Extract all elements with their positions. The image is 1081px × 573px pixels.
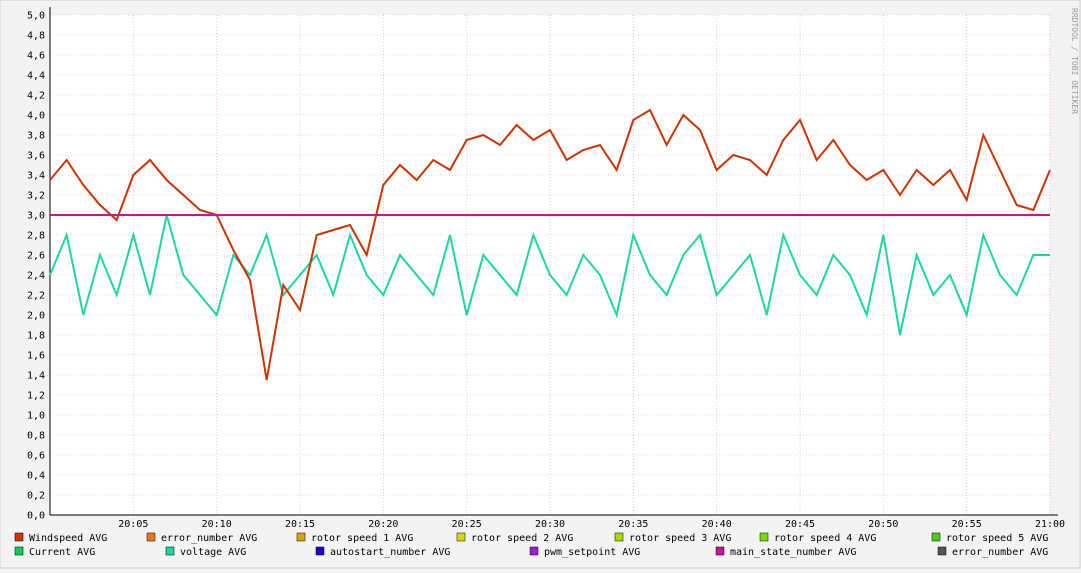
legend-swatch bbox=[937, 546, 947, 556]
x-tick-label: 20:55 bbox=[952, 519, 982, 530]
y-tick-label: 4,2 bbox=[27, 91, 45, 102]
y-tick-label: 1,4 bbox=[27, 371, 45, 382]
watermark: RRDTOOL / TOBI OETIKER bbox=[1070, 8, 1079, 114]
legend-label: voltage AVG bbox=[180, 547, 246, 558]
y-tick-label: 0,4 bbox=[27, 471, 45, 482]
y-tick-label: 0,8 bbox=[27, 431, 45, 442]
x-tick-label: 20:35 bbox=[618, 519, 648, 530]
x-tick-label: 20:10 bbox=[202, 519, 232, 530]
y-tick-label: 2,2 bbox=[27, 291, 45, 302]
y-tick-label: 3,0 bbox=[27, 211, 45, 222]
legend-label: rotor speed 4 AVG bbox=[774, 533, 876, 544]
series-line bbox=[49, 214, 1050, 336]
y-tick-label: 0,0 bbox=[27, 511, 45, 522]
legend-swatch bbox=[529, 546, 539, 556]
y-tick-label: 1,0 bbox=[27, 411, 45, 422]
legend-label: main_state_number AVG bbox=[730, 547, 856, 558]
x-tick-label: 20:05 bbox=[118, 519, 148, 530]
legend-label: pwm_setpoint AVG bbox=[544, 547, 640, 558]
legend-swatch bbox=[296, 532, 306, 542]
legend-label: Windspeed AVG bbox=[29, 533, 107, 544]
y-tick-label: 3,8 bbox=[27, 131, 45, 142]
legend-label: rotor speed 3 AVG bbox=[629, 533, 731, 544]
legend-swatch bbox=[14, 532, 24, 542]
y-tick-label: 4,6 bbox=[27, 51, 45, 62]
legend-swatch bbox=[165, 546, 175, 556]
y-tick-label: 1,2 bbox=[27, 391, 45, 402]
y-tick-label: 2,8 bbox=[27, 231, 45, 242]
y-tick-label: 2,6 bbox=[27, 251, 45, 262]
x-tick-label: 21:00 bbox=[1035, 519, 1065, 530]
x-tick-label: 20:20 bbox=[368, 519, 398, 530]
y-tick-label: 2,0 bbox=[27, 311, 45, 322]
legend-swatch bbox=[931, 532, 941, 542]
legend-swatch bbox=[614, 532, 624, 542]
legend-swatch bbox=[715, 546, 725, 556]
y-tick-label: 5,0 bbox=[27, 11, 45, 22]
x-tick-label: 20:15 bbox=[285, 519, 315, 530]
y-tick-label: 3,2 bbox=[27, 191, 45, 202]
y-tick-label: 3,6 bbox=[27, 151, 45, 162]
y-tick-label: 1,8 bbox=[27, 331, 45, 342]
x-tick-label: 20:40 bbox=[702, 519, 732, 530]
legend-label: Current AVG bbox=[29, 547, 95, 558]
legend-swatch bbox=[146, 532, 156, 542]
y-tick-label: 4,8 bbox=[27, 31, 45, 42]
legend-swatch bbox=[315, 546, 325, 556]
legend-label: error_number AVG bbox=[952, 547, 1048, 558]
x-tick-label: 20:30 bbox=[535, 519, 565, 530]
legend-label: autostart_number AVG bbox=[330, 547, 450, 558]
legend-label: rotor speed 2 AVG bbox=[471, 533, 573, 544]
y-tick-label: 1,6 bbox=[27, 351, 45, 362]
y-tick-label: 2,4 bbox=[27, 271, 45, 282]
y-tick-label: 0,2 bbox=[27, 491, 45, 502]
y-tick-label: 4,0 bbox=[27, 111, 45, 122]
legend-swatch bbox=[456, 532, 466, 542]
y-tick-label: 0,6 bbox=[27, 451, 45, 462]
legend-swatch bbox=[14, 546, 24, 556]
legend-label: rotor speed 5 AVG bbox=[946, 533, 1048, 544]
legend-label: error_number AVG bbox=[161, 533, 257, 544]
y-tick-label: 3,4 bbox=[27, 171, 45, 182]
legend-swatch bbox=[759, 532, 769, 542]
x-tick-label: 20:25 bbox=[452, 519, 482, 530]
x-tick-label: 20:50 bbox=[868, 519, 898, 530]
y-tick-label: 4,4 bbox=[27, 71, 45, 82]
legend-label: rotor speed 1 AVG bbox=[311, 533, 413, 544]
x-tick-label: 20:45 bbox=[785, 519, 815, 530]
